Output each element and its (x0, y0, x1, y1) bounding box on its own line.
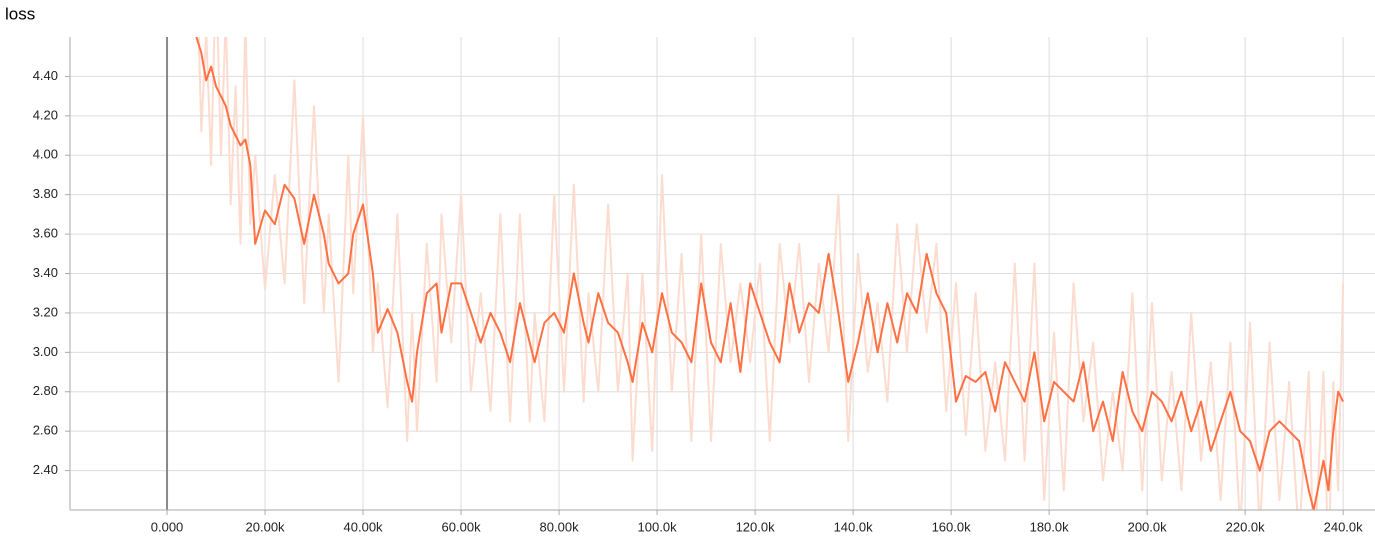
y-tick-label: 4.00 (33, 147, 58, 162)
y-tick-label: 3.40 (33, 265, 58, 280)
series-line (197, 37, 1345, 510)
x-tick-label: 60.00k (442, 519, 482, 534)
y-tick-label: 3.20 (33, 304, 58, 319)
x-tick-label: 20.00k (246, 519, 286, 534)
y-tick-label: 2.40 (33, 462, 58, 477)
x-tick-label: 80.00k (540, 519, 580, 534)
y-tick-label: 4.20 (33, 107, 58, 122)
x-tick-label: 120.0k (736, 519, 776, 534)
y-tick-label: 2.60 (33, 423, 58, 438)
y-tick-label: 3.60 (33, 226, 58, 241)
y-tick-label: 3.80 (33, 186, 58, 201)
plot-area (195, 37, 1345, 510)
x-tick-label: 100.0k (638, 519, 678, 534)
y-tick-label: 4.40 (33, 68, 58, 83)
x-tick-label: 220.0k (1226, 519, 1266, 534)
x-tick-label: 40.00k (344, 519, 384, 534)
x-tick-label: 180.0k (1030, 519, 1070, 534)
x-tick-label: 160.0k (932, 519, 972, 534)
tick-labels: 2.40 2.60 2.80 3.00 3.20 3.40 3.60 3.80 4.00 4.20… (33, 68, 1363, 535)
y-tick-label: 3.00 (33, 344, 58, 359)
y-tick-label: 2.80 (33, 383, 58, 398)
chart-title: loss (5, 4, 35, 23)
series-line (195, 37, 1344, 510)
x-tick-label: 200.0k (1128, 519, 1168, 534)
x-tick-label: 140.0k (834, 519, 874, 534)
x-tick-label: 0.000 (151, 519, 184, 534)
x-tick-label: 240.0k (1324, 519, 1364, 534)
